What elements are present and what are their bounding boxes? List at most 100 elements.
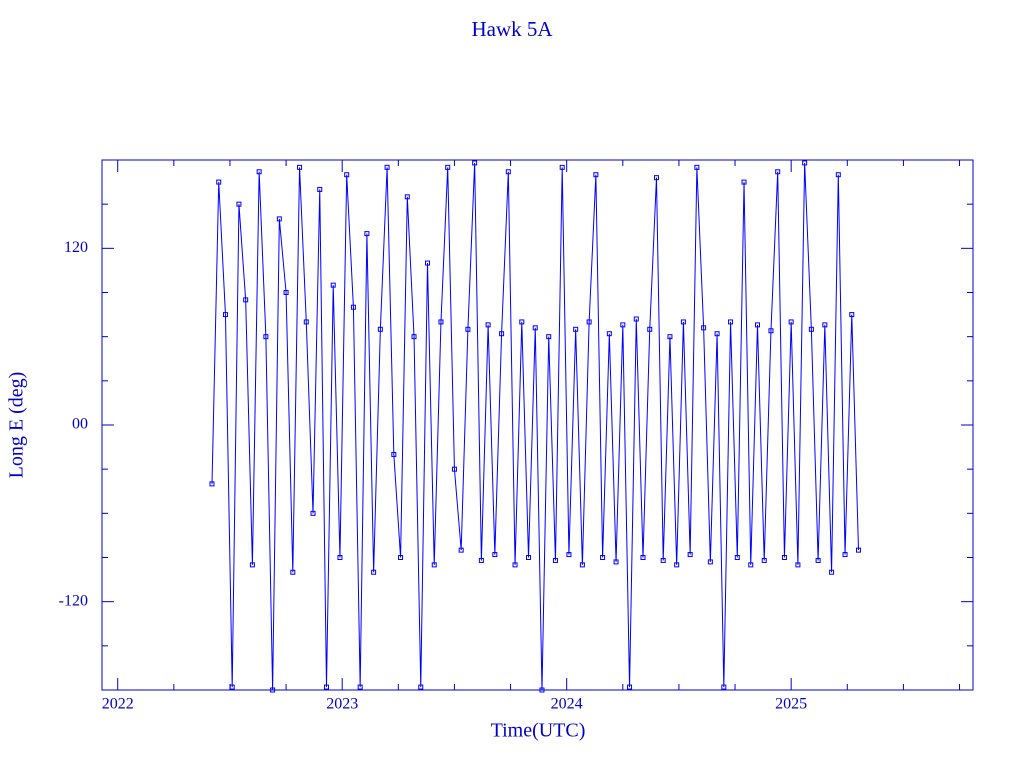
point-marker <box>667 334 673 340</box>
point-marker <box>371 569 377 575</box>
point-marker <box>748 562 754 568</box>
y-tick-label: -120 <box>59 592 88 609</box>
point-marker <box>438 319 444 325</box>
point-marker <box>297 164 303 170</box>
point-marker <box>593 172 599 178</box>
point-marker <box>546 334 552 340</box>
point-marker <box>539 687 545 693</box>
point-marker <box>829 569 835 575</box>
point-marker <box>377 326 383 332</box>
point-marker <box>310 510 316 516</box>
point-marker <box>606 331 612 337</box>
point-marker <box>559 164 565 170</box>
point-marker <box>680 319 686 325</box>
point-marker <box>613 559 619 565</box>
point-marker <box>660 557 666 563</box>
point-marker <box>317 186 323 192</box>
point-marker <box>236 201 242 207</box>
point-marker <box>815 557 821 563</box>
point-marker <box>754 322 760 328</box>
point-marker <box>802 160 808 166</box>
point-marker <box>425 260 431 266</box>
point-marker <box>357 684 363 690</box>
point-marker <box>586 319 592 325</box>
point-marker <box>768 328 774 334</box>
point-marker <box>303 319 309 325</box>
x-tick-label: 2023 <box>326 696 358 713</box>
point-marker <box>835 172 841 178</box>
point-marker <box>451 466 457 472</box>
point-marker <box>485 322 491 328</box>
point-marker <box>398 555 404 560</box>
point-marker <box>620 322 626 328</box>
y-tick-label: 00 <box>72 416 88 433</box>
point-marker <box>552 557 558 563</box>
point-marker <box>640 555 646 560</box>
point-marker <box>364 231 370 237</box>
point-marker <box>532 325 538 331</box>
point-marker <box>600 555 606 560</box>
point-marker <box>472 160 478 166</box>
point-marker <box>276 216 282 222</box>
point-marker <box>256 169 262 175</box>
point-marker <box>344 172 350 178</box>
point-marker <box>431 562 437 568</box>
point-marker <box>216 179 222 185</box>
point-marker <box>721 684 727 690</box>
point-marker <box>445 164 451 170</box>
point-marker <box>795 562 801 568</box>
point-marker <box>526 555 532 560</box>
point-marker <box>849 312 855 318</box>
point-marker <box>404 194 410 200</box>
point-marker <box>384 164 390 170</box>
point-marker <box>687 552 693 558</box>
point-marker <box>781 555 787 560</box>
x-tick-label: 2024 <box>551 696 583 713</box>
point-marker <box>808 326 814 332</box>
point-marker <box>653 175 659 181</box>
y-tick-label: 120 <box>64 239 88 256</box>
point-marker <box>391 451 397 457</box>
point-marker <box>822 322 828 328</box>
y-axis-label: Long E (deg) <box>6 372 28 479</box>
point-marker <box>728 319 734 325</box>
point-marker <box>499 331 505 337</box>
point-marker <box>707 559 713 565</box>
point-marker <box>411 334 417 340</box>
series-line <box>211 162 860 691</box>
point-marker <box>775 169 781 175</box>
point-marker <box>243 297 249 303</box>
point-marker <box>519 319 525 325</box>
x-axis-label: Time(UTC) <box>491 720 586 742</box>
point-marker <box>694 164 700 170</box>
point-marker <box>512 562 518 568</box>
point-marker <box>270 687 276 693</box>
point-marker <box>350 304 356 310</box>
point-marker <box>283 290 289 295</box>
point-marker <box>229 684 235 690</box>
point-marker <box>856 547 862 553</box>
point-marker <box>579 562 585 568</box>
point-marker <box>788 319 794 325</box>
point-marker <box>627 684 633 690</box>
x-tick-label: 2025 <box>775 696 807 713</box>
point-marker <box>290 569 296 575</box>
point-marker <box>566 552 572 558</box>
point-marker <box>573 326 579 332</box>
point-marker <box>418 684 424 690</box>
point-marker <box>249 562 255 568</box>
point-marker <box>458 547 464 553</box>
point-marker <box>263 334 269 340</box>
point-marker <box>209 481 215 487</box>
point-marker <box>330 282 336 288</box>
chart-title: Hawk 5A <box>471 17 553 41</box>
point-marker <box>674 562 680 568</box>
point-marker <box>647 326 653 332</box>
point-marker <box>633 316 639 322</box>
point-marker <box>465 326 471 332</box>
point-marker <box>337 555 343 560</box>
point-marker <box>505 169 511 175</box>
point-marker <box>734 555 740 560</box>
